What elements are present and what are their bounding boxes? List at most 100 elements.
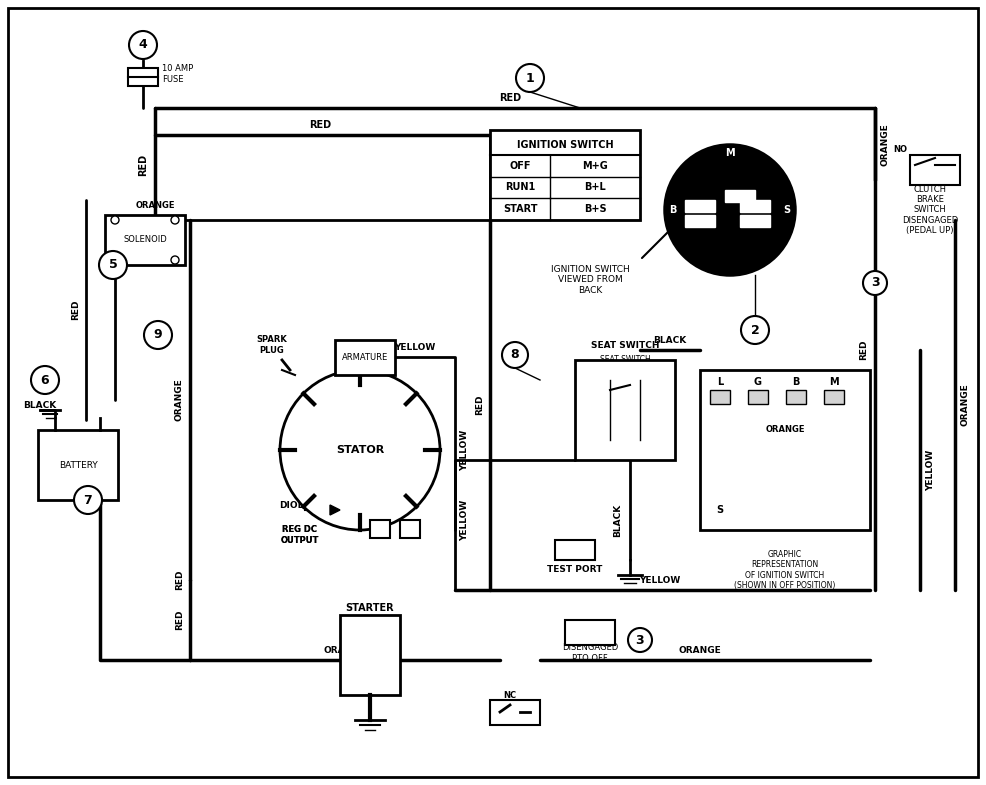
Bar bbox=[490, 130, 640, 220]
Circle shape bbox=[111, 256, 119, 264]
Text: STARTER: STARTER bbox=[346, 603, 394, 613]
Text: ORANGE: ORANGE bbox=[881, 123, 890, 166]
Circle shape bbox=[280, 370, 440, 530]
Text: 3: 3 bbox=[871, 276, 880, 290]
Text: RED: RED bbox=[475, 395, 484, 415]
Bar bbox=[128, 68, 158, 86]
Circle shape bbox=[144, 321, 172, 349]
Text: GRAPHIC
REPRESENTATION
OF IGNITION SWITCH
(SHOWN IN OFF POSITION): GRAPHIC REPRESENTATION OF IGNITION SWITC… bbox=[735, 550, 836, 590]
Text: NO: NO bbox=[893, 145, 907, 155]
Text: RED: RED bbox=[859, 340, 868, 360]
Bar bbox=[824, 390, 844, 404]
Circle shape bbox=[628, 628, 652, 652]
Text: RED: RED bbox=[71, 300, 80, 320]
Circle shape bbox=[31, 366, 59, 394]
Text: RED: RED bbox=[175, 610, 184, 630]
Text: BLACK: BLACK bbox=[613, 503, 622, 537]
Text: YELLOW: YELLOW bbox=[394, 343, 436, 352]
Bar bbox=[685, 200, 715, 212]
Circle shape bbox=[502, 342, 528, 368]
Bar bbox=[575, 360, 675, 460]
Text: SOLENOID: SOLENOID bbox=[123, 236, 167, 244]
Bar bbox=[38, 430, 118, 500]
Text: START: START bbox=[503, 204, 537, 214]
Text: IGNITION SWITCH
VIEWED FROM
BACK: IGNITION SWITCH VIEWED FROM BACK bbox=[550, 265, 629, 295]
Text: 9: 9 bbox=[154, 328, 163, 341]
Text: YELLOW: YELLOW bbox=[926, 449, 935, 491]
Bar bbox=[725, 190, 755, 202]
Text: B: B bbox=[669, 205, 676, 215]
Circle shape bbox=[171, 256, 179, 264]
Text: 1: 1 bbox=[526, 71, 534, 85]
Circle shape bbox=[665, 145, 795, 275]
Text: M+G: M+G bbox=[582, 161, 608, 171]
Text: BATTERY: BATTERY bbox=[58, 461, 98, 469]
Bar bbox=[700, 370, 870, 530]
Bar bbox=[675, 198, 785, 222]
Text: B+S: B+S bbox=[584, 204, 606, 214]
Bar bbox=[740, 200, 770, 212]
Text: ORANGE: ORANGE bbox=[323, 646, 367, 655]
Text: SEAT SWITCH
UNOCCUPIED: SEAT SWITCH UNOCCUPIED bbox=[599, 355, 651, 374]
Text: G: G bbox=[673, 258, 681, 268]
Circle shape bbox=[863, 271, 887, 295]
Text: PTO SWITCH
DISENGAGED
PTO OFF: PTO SWITCH DISENGAGED PTO OFF bbox=[562, 633, 618, 663]
Circle shape bbox=[171, 216, 179, 224]
Bar bbox=[748, 390, 768, 404]
Text: 2: 2 bbox=[750, 323, 759, 337]
Bar bbox=[335, 340, 395, 375]
Text: REG DC
OUTPUT: REG DC OUTPUT bbox=[281, 525, 319, 545]
Text: 6: 6 bbox=[40, 374, 49, 386]
Bar bbox=[370, 520, 390, 538]
Text: STATOR: STATOR bbox=[336, 445, 385, 455]
Text: IGNITION SWITCH: IGNITION SWITCH bbox=[517, 140, 613, 150]
Circle shape bbox=[516, 64, 544, 92]
Bar bbox=[565, 620, 615, 645]
Bar bbox=[786, 390, 806, 404]
Text: REG DC
OUTPUT: REG DC OUTPUT bbox=[281, 525, 319, 545]
Text: L: L bbox=[717, 377, 723, 387]
Text: 3: 3 bbox=[636, 633, 644, 647]
Text: RED: RED bbox=[138, 154, 148, 176]
Circle shape bbox=[111, 216, 119, 224]
Text: 7: 7 bbox=[84, 494, 93, 506]
Text: S: S bbox=[717, 505, 724, 515]
Text: 8: 8 bbox=[511, 349, 520, 362]
Text: TEST PORT: TEST PORT bbox=[547, 565, 602, 575]
Text: B: B bbox=[793, 377, 800, 387]
Bar bbox=[910, 155, 960, 185]
Circle shape bbox=[741, 316, 769, 344]
Text: RED: RED bbox=[499, 93, 521, 103]
Text: NC: NC bbox=[585, 385, 598, 395]
Text: G: G bbox=[754, 377, 762, 387]
Text: M: M bbox=[725, 148, 735, 158]
Text: L: L bbox=[780, 258, 786, 268]
Text: BLACK: BLACK bbox=[24, 400, 56, 410]
Text: ORANGE: ORANGE bbox=[765, 425, 805, 435]
Text: BLACK: BLACK bbox=[654, 336, 686, 345]
Polygon shape bbox=[330, 505, 340, 515]
Text: 5: 5 bbox=[108, 258, 117, 272]
Text: M: M bbox=[829, 377, 839, 387]
Text: OFF: OFF bbox=[509, 161, 530, 171]
Bar bbox=[710, 390, 730, 404]
Text: S: S bbox=[784, 205, 791, 215]
Circle shape bbox=[74, 486, 102, 514]
Text: YELLOW: YELLOW bbox=[460, 429, 469, 471]
Text: NC: NC bbox=[585, 415, 598, 425]
Text: CLUTCH
BRAKE
SWITCH
DISENGAGED
(PEDAL UP): CLUTCH BRAKE SWITCH DISENGAGED (PEDAL UP… bbox=[902, 184, 958, 236]
Circle shape bbox=[129, 31, 157, 59]
Text: YELLOW: YELLOW bbox=[639, 576, 680, 585]
Text: RED: RED bbox=[309, 120, 331, 130]
Text: SPARK
PLUG: SPARK PLUG bbox=[256, 335, 287, 355]
Text: SEAT SWITCH: SEAT SWITCH bbox=[591, 341, 660, 349]
Text: B+L: B+L bbox=[584, 182, 605, 192]
Bar bbox=[400, 520, 420, 538]
Text: RUN1: RUN1 bbox=[505, 182, 535, 192]
Text: ORANGE: ORANGE bbox=[135, 201, 175, 210]
Text: RED: RED bbox=[175, 570, 184, 590]
Text: ORANGE: ORANGE bbox=[175, 378, 184, 422]
Bar bbox=[490, 700, 540, 725]
Circle shape bbox=[99, 251, 127, 279]
Text: 4: 4 bbox=[139, 38, 147, 52]
